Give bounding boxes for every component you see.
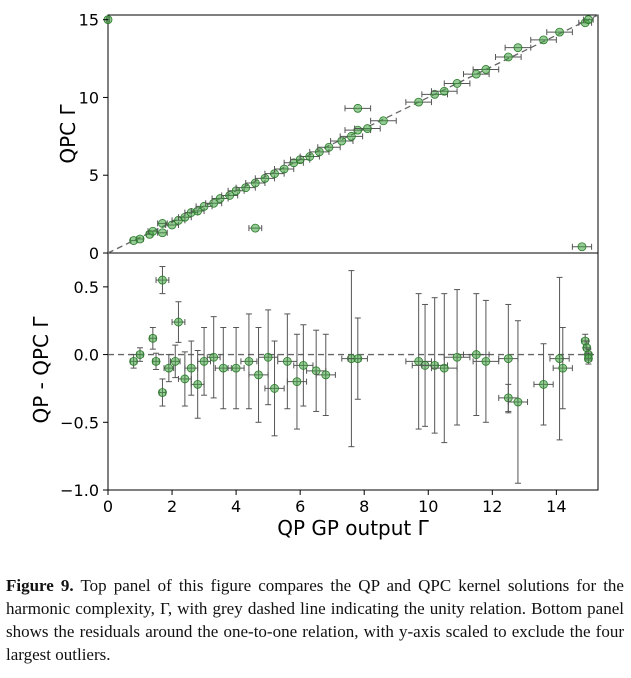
bottom-point bbox=[353, 354, 363, 364]
top-ytick-label: 10 bbox=[79, 88, 99, 107]
bottom-point bbox=[452, 352, 462, 362]
top-point bbox=[539, 35, 548, 45]
top-point bbox=[346, 131, 356, 141]
top-ytick-label: 0 bbox=[89, 244, 99, 263]
bottom-point bbox=[282, 356, 292, 366]
top-point bbox=[481, 65, 491, 74]
top-point bbox=[135, 234, 145, 244]
bottom-point bbox=[439, 363, 449, 373]
top-point bbox=[250, 223, 260, 233]
bottom-panel-marks bbox=[108, 266, 598, 484]
bottom-point bbox=[513, 397, 523, 407]
xtick-label: 6 bbox=[295, 497, 305, 516]
bottom-point bbox=[151, 356, 161, 366]
bottom-panel-frame bbox=[107, 252, 599, 491]
xtick-label: 8 bbox=[359, 497, 369, 516]
bottom-point bbox=[503, 354, 513, 364]
bottom-point bbox=[298, 361, 308, 370]
top-point bbox=[353, 103, 363, 113]
bottom-point bbox=[263, 352, 273, 362]
bottom-point bbox=[193, 379, 203, 389]
top-point bbox=[503, 52, 513, 62]
top-point bbox=[583, 15, 593, 25]
bottom-point bbox=[209, 352, 219, 362]
top-point bbox=[430, 89, 440, 99]
bottom-point bbox=[583, 354, 593, 364]
xtick-label: 4 bbox=[231, 497, 241, 516]
bottom-point bbox=[164, 363, 174, 373]
xtick-label: 10 bbox=[418, 497, 438, 516]
bottom-point bbox=[218, 363, 228, 373]
top-point bbox=[158, 219, 167, 228]
top-point bbox=[555, 27, 564, 37]
bottom-ytick-label: 0.0 bbox=[74, 346, 99, 365]
bottom-point bbox=[170, 356, 180, 366]
top-point bbox=[452, 79, 462, 88]
xtick-label: 2 bbox=[167, 497, 177, 516]
top-point bbox=[439, 86, 449, 96]
caption-label: Figure 9. bbox=[6, 576, 74, 595]
x-axis-label: QP GP output Γ bbox=[277, 516, 429, 540]
bottom-point bbox=[321, 370, 331, 380]
bottom-ytick-label: −0.5 bbox=[60, 413, 99, 432]
bottom-point bbox=[174, 317, 183, 327]
xtick-label: 14 bbox=[546, 497, 566, 516]
top-ylabel: QPC Γ bbox=[56, 104, 80, 164]
bottom-point bbox=[270, 384, 279, 393]
bottom-ylabel: QP - QPC Γ bbox=[29, 316, 53, 424]
top-point bbox=[158, 228, 167, 238]
top-point bbox=[379, 116, 388, 126]
figure-caption: Figure 9. Top panel of this figure compa… bbox=[6, 574, 624, 666]
top-point bbox=[471, 69, 481, 79]
bottom-point bbox=[129, 356, 139, 366]
bottom-point bbox=[555, 354, 564, 364]
top-panel-marks bbox=[103, 14, 599, 254]
top-point bbox=[324, 142, 334, 152]
bottom-ytick-label: −1.0 bbox=[60, 481, 99, 500]
bottom-point bbox=[471, 350, 481, 359]
bottom-ytick-label: 0.5 bbox=[74, 278, 99, 297]
top-point bbox=[148, 226, 158, 236]
top-point bbox=[414, 97, 424, 107]
top-point bbox=[513, 43, 523, 53]
bottom-point bbox=[158, 275, 167, 285]
top-point bbox=[337, 136, 347, 146]
figure-chart: QPC Γ QP - QPC Γ QP GP output Γ 0 5 10 15 −1… bbox=[29, 11, 599, 540]
bottom-point bbox=[481, 356, 491, 366]
bottom-point bbox=[558, 363, 568, 373]
xtick-label: 12 bbox=[482, 497, 502, 516]
bottom-point bbox=[135, 350, 145, 359]
bottom-point bbox=[292, 377, 302, 387]
top-point bbox=[279, 164, 289, 174]
bottom-point bbox=[244, 356, 254, 366]
xtick-label: 0 bbox=[103, 497, 113, 516]
top-ytick-label: 15 bbox=[79, 11, 99, 30]
bottom-point bbox=[539, 379, 548, 389]
bottom-point bbox=[231, 363, 241, 373]
top-ytick-label: 5 bbox=[89, 166, 99, 185]
bottom-point bbox=[158, 388, 167, 397]
top-point bbox=[314, 147, 324, 157]
bottom-point bbox=[148, 333, 158, 343]
caption-text: Top panel of this figure compares the QP… bbox=[6, 576, 624, 664]
top-point bbox=[577, 242, 587, 252]
top-point bbox=[363, 124, 372, 133]
bottom-point bbox=[254, 370, 263, 380]
bottom-point bbox=[199, 356, 209, 366]
bottom-point bbox=[180, 374, 190, 384]
bottom-point bbox=[186, 363, 196, 373]
bottom-point bbox=[430, 361, 440, 370]
